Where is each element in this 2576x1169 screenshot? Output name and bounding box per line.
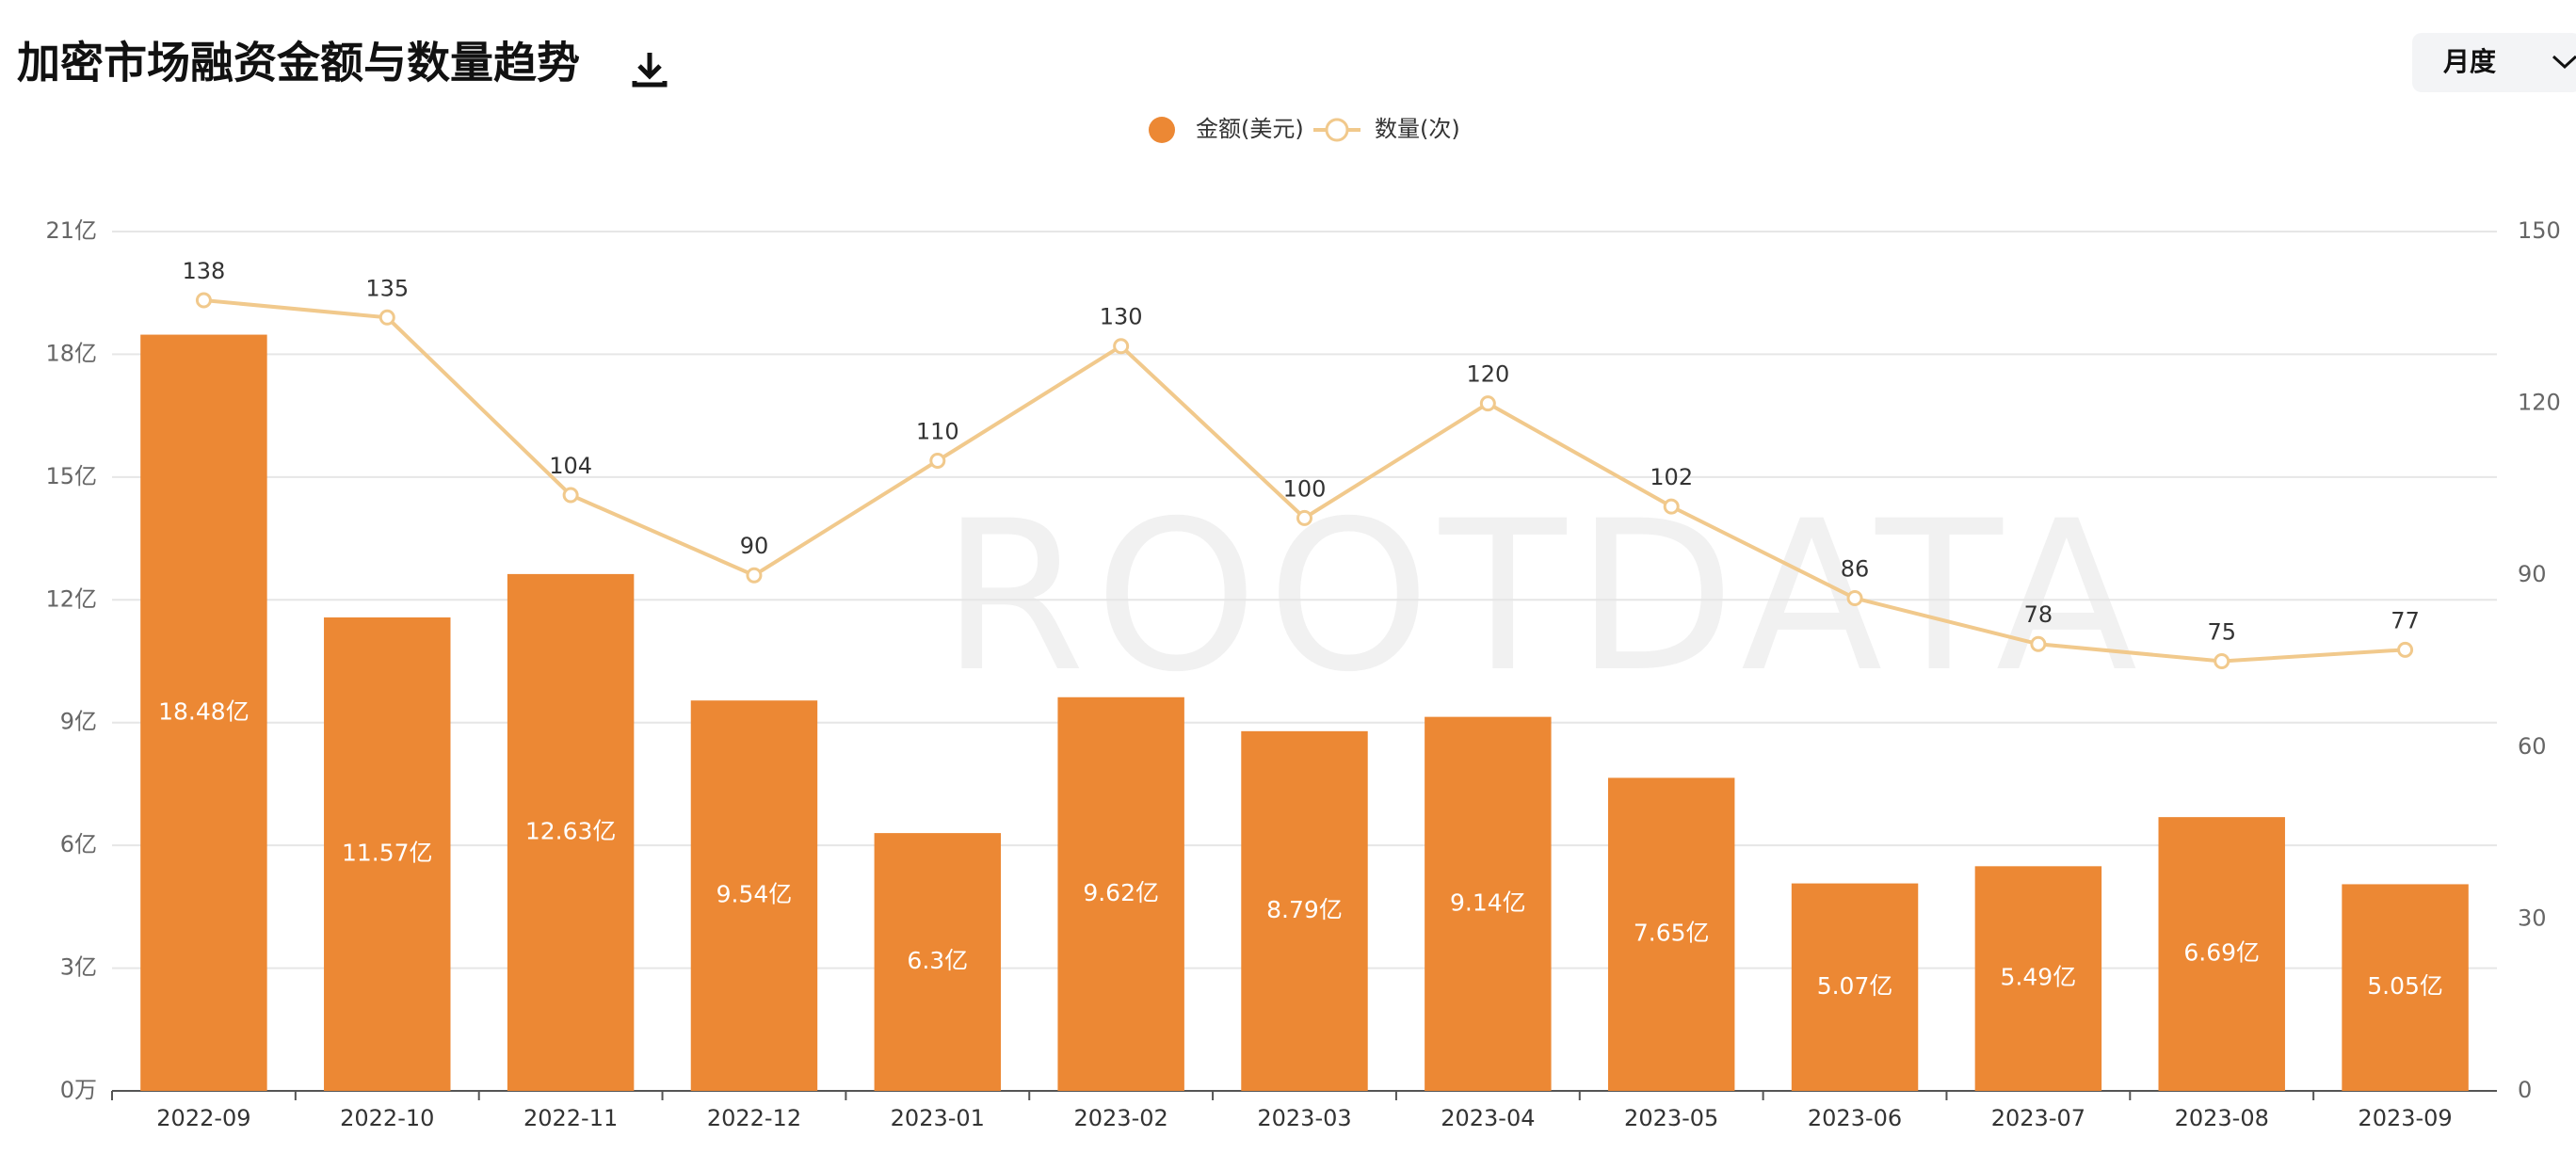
y-tick-label: 15亿: [45, 463, 97, 489]
bar: [1241, 730, 1368, 1091]
bar: [2158, 817, 2285, 1091]
line-point: [378, 309, 395, 326]
line-point: [1479, 395, 1496, 412]
y-tick-label: 12亿: [45, 585, 97, 612]
x-tick-label: 2022-12: [707, 1105, 801, 1131]
legend-label: 金额(美元): [1196, 116, 1304, 142]
bar-value-label: 9.62亿: [1083, 879, 1159, 906]
y2-tick-label: 30: [2518, 905, 2547, 931]
bar: [1057, 697, 1184, 1091]
line-point: [1113, 338, 1130, 355]
y2-tick-label: 90: [2518, 561, 2547, 587]
line-value-label: 78: [2024, 601, 2053, 628]
y-tick-label: 0万: [60, 1077, 97, 1103]
y-tick-label: 18亿: [45, 340, 97, 366]
x-tick-label: 2023-02: [1074, 1105, 1168, 1131]
line-point: [2397, 641, 2414, 658]
bar-value-label: 12.63亿: [525, 817, 617, 844]
line-point: [195, 292, 212, 309]
watermark: ROOTDATA: [942, 476, 2147, 717]
bar-value-label: 6.69亿: [2183, 939, 2260, 967]
line-value-label: 100: [1283, 475, 1327, 502]
x-tick-label: 2023-06: [1808, 1105, 1902, 1131]
line-value-label: 86: [1841, 556, 1870, 583]
x-tick-label: 2023-05: [1624, 1105, 1718, 1131]
bar-value-label: 11.57亿: [342, 839, 433, 866]
bar-value-label: 7.65亿: [1634, 920, 1710, 947]
y2-tick-label: 120: [2518, 390, 2561, 416]
line-point: [1846, 590, 1863, 607]
bar-value-label: 9.14亿: [1450, 889, 1526, 916]
line-point: [1296, 509, 1312, 526]
bar: [324, 617, 451, 1091]
y2-tick-label: 0: [2518, 1077, 2532, 1103]
download-glyph: [632, 53, 668, 88]
bar: [2342, 884, 2469, 1091]
x-tick-label: 2023-03: [1257, 1105, 1351, 1131]
bar-value-label: 5.05亿: [2367, 972, 2443, 1000]
y-tick-label: 21亿: [45, 217, 97, 244]
x-tick-label: 2023-08: [2175, 1105, 2269, 1131]
y-tick-label: 6亿: [60, 831, 97, 857]
line-value-label: 77: [2391, 607, 2420, 633]
line-value-label: 75: [2207, 619, 2236, 646]
bar: [1607, 777, 1735, 1091]
line-point: [1663, 498, 1680, 515]
line-value-label: 110: [916, 418, 959, 444]
bar-value-label: 8.79亿: [1266, 896, 1343, 923]
line-value-label: 102: [1650, 464, 1693, 490]
bar-value-label: 5.07亿: [1817, 972, 1893, 1000]
bar: [140, 334, 267, 1091]
y2-tick-label: 150: [2518, 217, 2561, 244]
line-point: [2214, 653, 2230, 669]
x-tick-label: 2023-04: [1441, 1105, 1535, 1131]
x-tick-label: 2022-10: [340, 1105, 434, 1131]
dropdown-label: 月度: [2442, 46, 2496, 77]
bar: [1425, 716, 1552, 1091]
y-tick-label: 9亿: [60, 709, 97, 735]
line-value-label: 138: [183, 258, 226, 284]
bar: [507, 573, 635, 1091]
line-value-label: 104: [549, 453, 592, 479]
bar: [1791, 883, 1919, 1091]
x-tick-label: 2023-01: [891, 1105, 985, 1131]
line-value-label: 135: [365, 275, 409, 301]
line-point: [2030, 635, 2047, 652]
bar-value-label: 6.3亿: [907, 947, 968, 974]
bar-value-label: 5.49亿: [2001, 964, 2077, 991]
bar: [1974, 866, 2102, 1091]
bar-value-label: 18.48亿: [158, 697, 250, 725]
legend-marker: [1325, 118, 1349, 142]
period-dropdown[interactable]: 月度: [2412, 33, 2576, 92]
y-tick-label: 3亿: [60, 954, 97, 981]
dropdown-arrow: [2552, 55, 2576, 70]
chart-title: 加密市场融资金额与数量趋势: [17, 38, 580, 88]
x-tick-label: 2023-07: [1991, 1105, 2085, 1131]
line-value-label: 120: [1466, 361, 1509, 388]
bar: [874, 833, 1002, 1091]
line-point: [929, 452, 946, 469]
legend-label: 数量(次): [1375, 116, 1460, 142]
bar: [690, 700, 818, 1091]
bar-value-label: 9.54亿: [716, 881, 793, 908]
x-tick-label: 2023-09: [2358, 1105, 2452, 1131]
line-point: [562, 487, 579, 504]
line-point: [746, 567, 763, 584]
x-tick-label: 2022-09: [156, 1105, 250, 1131]
legend-marker: [1149, 117, 1175, 143]
download-icon[interactable]: [632, 53, 668, 88]
x-tick-label: 2022-11: [523, 1105, 618, 1131]
dropdown-box: [2412, 33, 2576, 92]
line-value-label: 90: [740, 533, 769, 559]
y2-tick-label: 60: [2518, 733, 2547, 760]
line-value-label: 130: [1100, 304, 1143, 330]
